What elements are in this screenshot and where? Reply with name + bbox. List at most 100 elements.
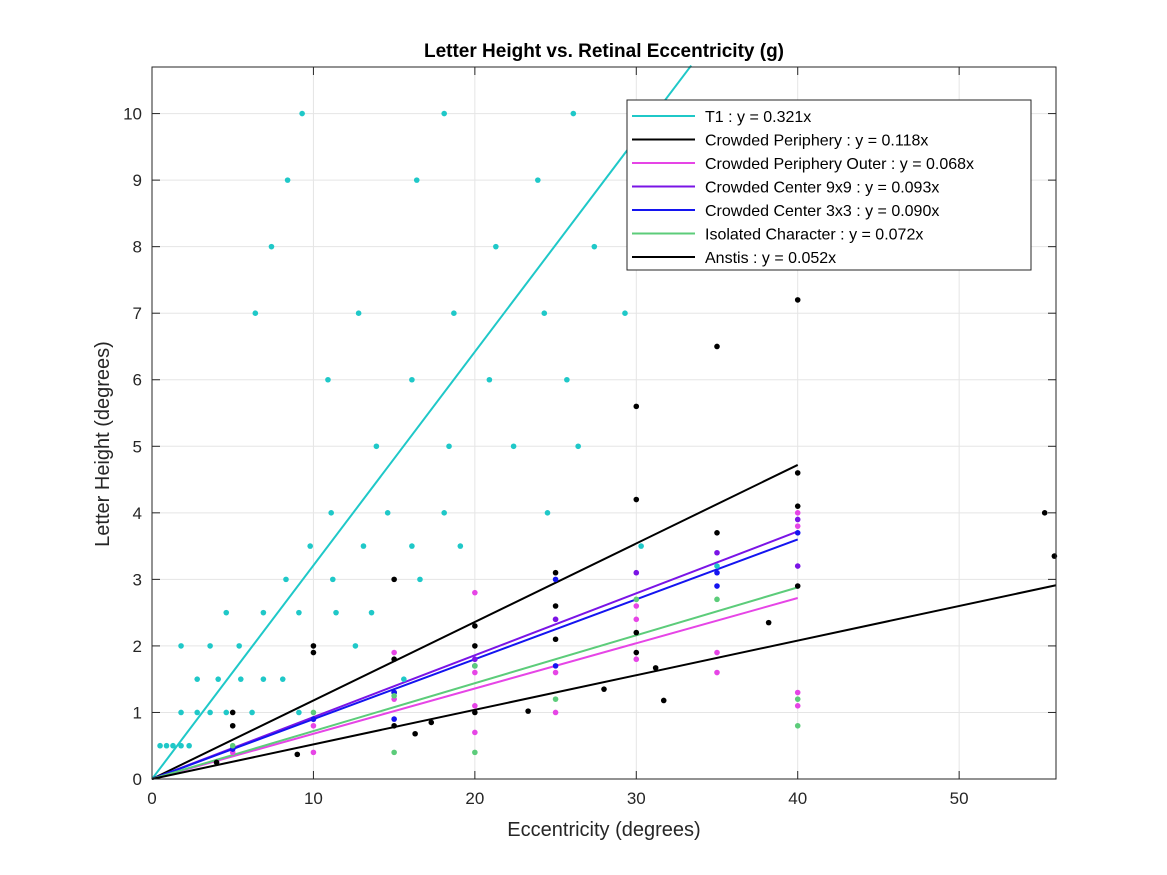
- data-point: [279, 676, 286, 682]
- data-point: [417, 576, 423, 583]
- data-point: [552, 696, 559, 702]
- data-point: [652, 665, 659, 671]
- data-point: [391, 649, 397, 656]
- legend-entries: T1 : y = 0.321x Crowded Periphery : y = 0…: [632, 109, 974, 267]
- data-point: [570, 110, 577, 117]
- data-point: [441, 110, 447, 117]
- data-point: [294, 751, 301, 758]
- y-tick-label: 4: [133, 504, 142, 523]
- data-point: [310, 749, 317, 756]
- data-point: [638, 543, 644, 549]
- data-point: [552, 616, 559, 623]
- data-point: [552, 603, 559, 609]
- data-point: [296, 709, 302, 716]
- fit-line: [151, 586, 798, 780]
- data-point: [552, 669, 559, 676]
- data-point: [714, 596, 720, 603]
- x-tick-label: 40: [788, 789, 807, 808]
- data-point: [157, 742, 163, 749]
- y-tick-label: 0: [133, 770, 142, 789]
- y-tick-label: 10: [123, 105, 142, 124]
- data-point: [552, 709, 559, 716]
- data-point: [296, 609, 302, 616]
- data-point: [194, 709, 200, 716]
- data-point: [510, 443, 517, 450]
- data-point: [552, 663, 559, 669]
- data-point: [794, 516, 801, 523]
- legend-label: Crowded Periphery : y = 0.118x: [705, 133, 928, 150]
- data-point: [391, 722, 397, 729]
- x-axis-title: Eccentricity (degrees): [507, 819, 700, 841]
- data-point: [412, 730, 418, 737]
- data-point: [215, 676, 221, 682]
- data-point: [552, 569, 559, 576]
- data-point: [223, 609, 230, 616]
- chart-title: Letter Height vs. Retinal Eccentricity (…: [424, 41, 784, 62]
- data-point: [441, 510, 447, 516]
- x-tick-label: 20: [465, 789, 484, 808]
- legend: T1 : y = 0.321x Crowded Periphery : y = 0…: [626, 99, 1032, 271]
- data-point: [633, 616, 640, 623]
- y-tick-label: 5: [133, 437, 142, 456]
- data-point: [794, 696, 801, 702]
- legend-entry: T1 : y = 0.321x: [632, 109, 811, 126]
- x-tick-label: 30: [627, 789, 646, 808]
- data-point: [186, 742, 192, 749]
- data-point: [284, 177, 291, 183]
- data-point: [794, 583, 801, 589]
- data-point: [368, 609, 375, 616]
- data-point: [260, 609, 267, 616]
- data-point: [714, 563, 720, 569]
- data-point: [552, 576, 559, 583]
- data-point: [352, 643, 359, 649]
- data-point: [178, 742, 184, 749]
- data-point: [765, 619, 772, 626]
- fit-line: [151, 64, 692, 780]
- data-point: [544, 510, 551, 516]
- data-point: [310, 722, 317, 729]
- data-point: [330, 576, 336, 583]
- data-point: [310, 716, 317, 722]
- x-tick-label: 50: [950, 789, 969, 808]
- data-point: [633, 403, 640, 410]
- data-point: [601, 686, 607, 692]
- fit-lines: [151, 64, 1057, 780]
- legend-entry: Crowded Periphery : y = 0.118x: [632, 133, 928, 150]
- data-point: [714, 583, 720, 589]
- y-tick-label: 7: [133, 304, 142, 323]
- data-point: [472, 703, 478, 709]
- data-point: [486, 376, 493, 383]
- data-point: [552, 636, 559, 643]
- data-point: [714, 343, 720, 350]
- data-point: [564, 376, 570, 383]
- data-point: [237, 676, 244, 682]
- data-point: [391, 576, 397, 583]
- data-point: [794, 722, 801, 729]
- data-point: [391, 749, 397, 756]
- data-point: [409, 376, 415, 383]
- y-axis-ticks: 0 1 2 3 4 5 6 7 8 9 10: [123, 105, 1056, 789]
- data-point: [178, 643, 184, 649]
- data-point: [413, 177, 420, 183]
- legend-label: Crowded Periphery Outer : y = 0.068x: [705, 156, 974, 173]
- data-point: [428, 719, 435, 726]
- data-point: [493, 243, 499, 250]
- data-point: [794, 563, 801, 569]
- data-point: [633, 629, 640, 636]
- data-point: [714, 569, 720, 576]
- data-point: [328, 510, 334, 516]
- data-point: [794, 529, 801, 536]
- data-point: [714, 549, 720, 556]
- x-axis-ticks: 0 10 20 30 40 50: [147, 67, 969, 808]
- data-point: [299, 110, 305, 117]
- data-point: [355, 310, 362, 317]
- data-point: [310, 643, 317, 649]
- data-point: [333, 609, 339, 616]
- data-point: [622, 310, 628, 317]
- data-point: [794, 510, 801, 516]
- data-point: [794, 523, 801, 529]
- data-point: [307, 543, 314, 549]
- y-tick-label: 3: [133, 570, 142, 589]
- data-point: [472, 709, 478, 716]
